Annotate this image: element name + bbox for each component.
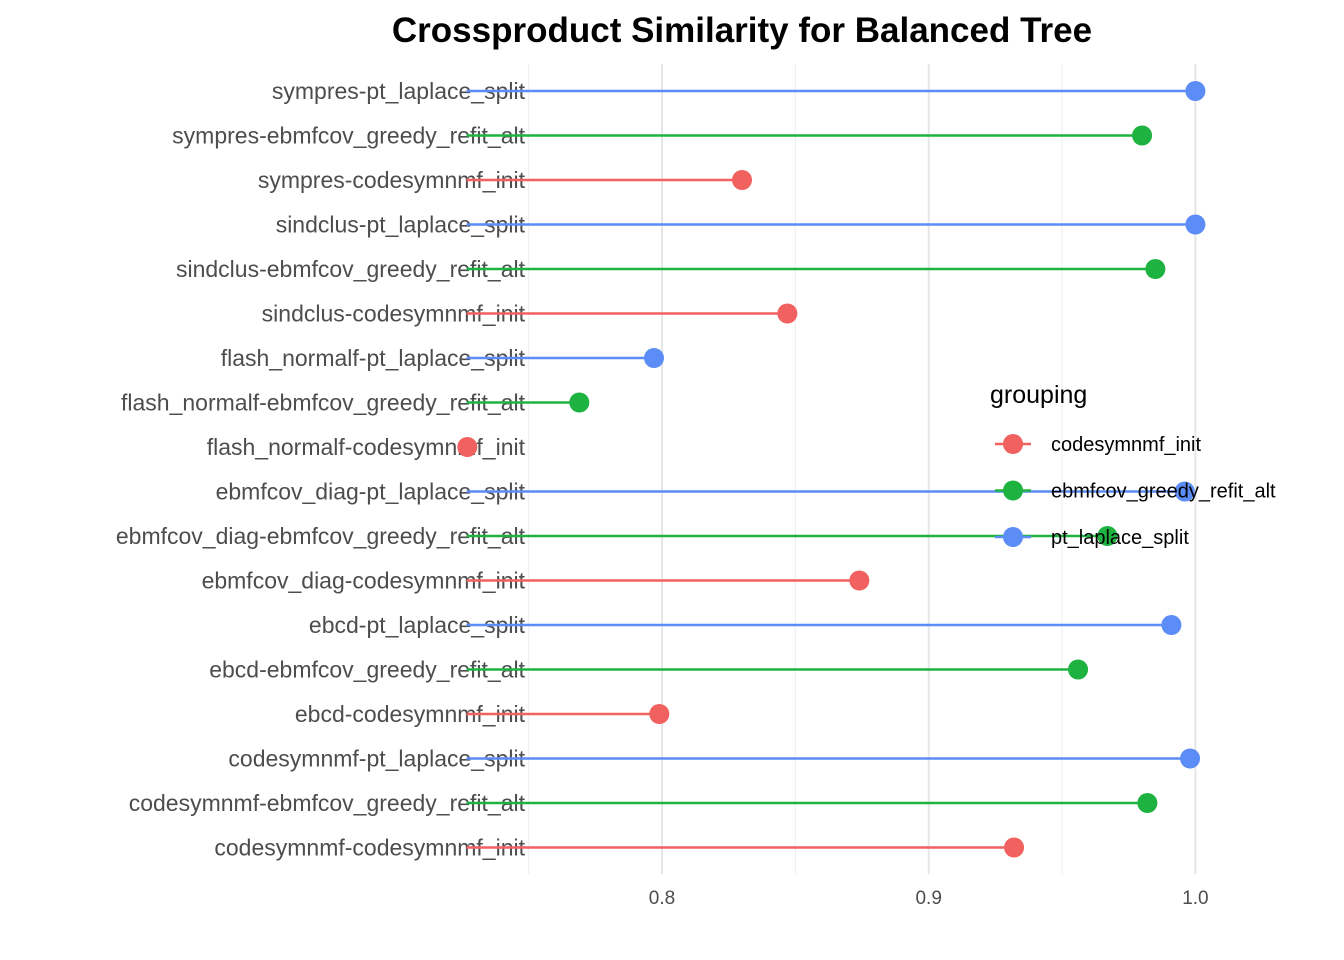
y-tick-label: flash_normalf-codesymnmf_init [207, 434, 526, 460]
lollipop-point [1097, 526, 1118, 546]
lollipop-point [643, 348, 664, 368]
data-row: ebcd-ebmfcov_greedy_refit_alt [209, 657, 1089, 683]
chart-title: Crossproduct Similarity for Balanced Tre… [392, 11, 1092, 50]
lollipop-point [1068, 659, 1089, 680]
x-tick-label: 1.0 [1182, 888, 1208, 909]
lollipop-point [1174, 481, 1195, 502]
lollipop-point [1180, 748, 1201, 769]
legend-label: pt_laplace_split [1051, 527, 1189, 549]
data-row: ebcd-codesymnmf_init [295, 701, 670, 727]
y-tick-label: flash_normalf-ebmfcov_greedy_refit_alt [121, 390, 526, 416]
legend-key-point [1003, 434, 1023, 454]
legend-label: ebmfcov_greedy_refit_alt [1051, 481, 1276, 503]
data-row: ebcd-pt_laplace_split [309, 612, 1182, 638]
x-tick-label: 0.9 [915, 888, 941, 909]
data-row: ebmfcov_diag-ebmfcov_greedy_refit_alt [116, 523, 1118, 549]
lollipop-point [732, 170, 753, 190]
data-row: sindclus-ebmfcov_greedy_refit_alt [176, 256, 1166, 282]
lollipop-point [849, 570, 870, 591]
data-row: sindclus-pt_laplace_split [276, 212, 1206, 238]
legend-key-point [1003, 527, 1023, 547]
lollipop-point [777, 303, 798, 324]
data-row: sympres-ebmfcov_greedy_refit_alt [172, 123, 1153, 149]
lollipop-point [457, 437, 478, 457]
data-row: flash_normalf-codesymnmf_init [207, 434, 526, 460]
legend-label: codesymnmf_init [1051, 434, 1202, 456]
data-row: flash_normalf-ebmfcov_greedy_refit_alt [121, 390, 590, 416]
y-tick-label: codesymnmf-ebmfcov_greedy_refit_alt [129, 790, 526, 816]
data-row: codesymnmf-pt_laplace_split [228, 746, 1201, 772]
lollipop-point [1161, 615, 1182, 635]
data-row: sympres-pt_laplace_split [272, 78, 1206, 104]
y-tick-label: ebmfcov_diag-ebmfcov_greedy_refit_alt [116, 523, 526, 549]
x-tick-label: 0.8 [649, 888, 675, 909]
lollipop-point [1137, 793, 1158, 813]
data-row: ebmfcov_diag-codesymnmf_init [202, 568, 870, 594]
lollipop-point [569, 392, 590, 413]
lollipop-point [1185, 81, 1206, 101]
lollipop-point [1004, 837, 1025, 858]
x-axis-ticks: 0.8 0.9 1.0 [649, 888, 1209, 909]
data-rows: sympres-pt_laplace_split sympres-ebmfcov_… [116, 78, 1206, 861]
lollipop-point [1185, 214, 1206, 235]
gridlines [528, 64, 1197, 874]
legend: grouping codesymnmf_init ebmfcov_greedy_r… [990, 381, 1276, 549]
data-row: ebmfcov_diag-pt_laplace_split [216, 479, 1195, 505]
data-row: codesymnmf-ebmfcov_greedy_refit_alt [129, 790, 1158, 816]
data-row: codesymnmf-codesymnmf_init [214, 835, 1025, 861]
legend-entry: codesymnmf_init [995, 434, 1202, 456]
legend-title: grouping [990, 381, 1087, 409]
data-row: flash_normalf-pt_laplace_split [221, 345, 664, 371]
legend-entry: pt_laplace_split [995, 527, 1189, 549]
data-row: sympres-codesymnmf_init [258, 167, 753, 193]
lollipop-point [1132, 125, 1153, 146]
lollipop-point [649, 704, 670, 724]
legend-entry: ebmfcov_greedy_refit_alt [995, 480, 1276, 503]
legend-key-point [1003, 480, 1023, 501]
lollipop-point [1145, 259, 1166, 279]
data-row: sindclus-codesymnmf_init [262, 301, 798, 327]
